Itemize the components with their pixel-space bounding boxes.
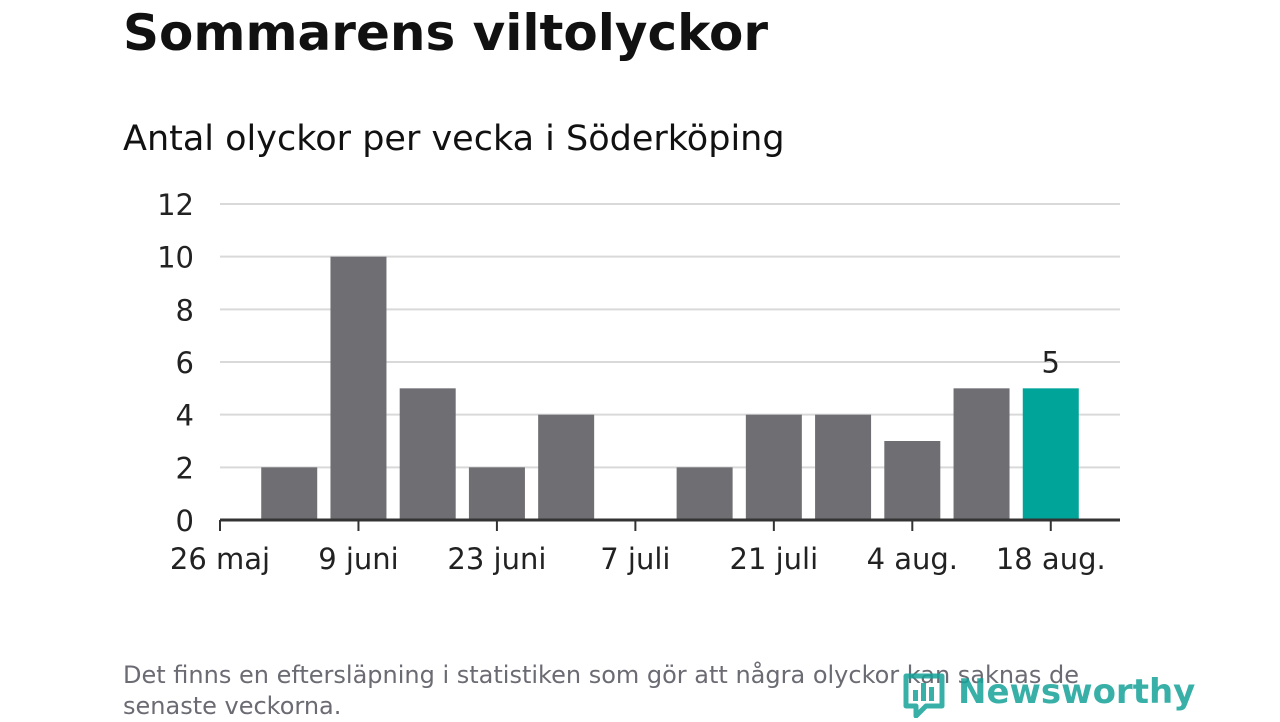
data-label: 5 xyxy=(1042,345,1060,379)
x-tick-label: 4 aug. xyxy=(867,542,958,576)
bar xyxy=(261,467,318,520)
footnote: Det finns en eftersläpning i statistiken… xyxy=(123,661,1079,720)
y-tick-label: 2 xyxy=(176,451,194,485)
newsworthy-brand: Newsworthy xyxy=(902,670,1195,720)
bar xyxy=(538,414,595,520)
brand-name: Newsworthy xyxy=(958,672,1196,712)
bar xyxy=(468,467,525,520)
x-tick-label: 18 aug. xyxy=(996,542,1106,576)
x-tick-label: 26 maj xyxy=(170,542,270,576)
chart-title: Sommarens viltolyckor xyxy=(123,4,769,62)
data-labels: 5 xyxy=(1042,345,1060,379)
x-axis-ticks: 26 maj 9 juni 23 juni 7 juli 21 juli 4 aug. 18… xyxy=(170,520,1106,576)
x-tick-label: 23 juni xyxy=(447,542,546,576)
bar xyxy=(330,256,387,520)
x-tick-label: 7 juli xyxy=(600,542,670,576)
y-axis-ticks: 0 2 4 6 8 10 12 xyxy=(157,188,194,538)
highlight-bar xyxy=(1022,388,1079,520)
bar xyxy=(676,467,733,520)
bars xyxy=(261,256,1079,520)
chart-subtitle: Antal olyckor per vecka i Söderköping xyxy=(123,119,785,159)
bar xyxy=(815,414,872,520)
y-tick-label: 10 xyxy=(157,241,194,275)
newsworthy-logo-icon xyxy=(903,673,945,718)
bar xyxy=(399,388,456,520)
y-tick-label: 0 xyxy=(176,504,194,538)
bar xyxy=(953,388,1010,520)
x-tick-label: 21 juli xyxy=(730,542,819,576)
y-tick-label: 8 xyxy=(176,293,194,327)
bar xyxy=(745,414,802,520)
y-tick-label: 6 xyxy=(176,346,194,380)
x-tick-label: 9 juni xyxy=(318,542,399,576)
y-tick-label: 12 xyxy=(157,188,194,222)
y-tick-label: 4 xyxy=(176,399,194,433)
bar xyxy=(884,441,941,520)
